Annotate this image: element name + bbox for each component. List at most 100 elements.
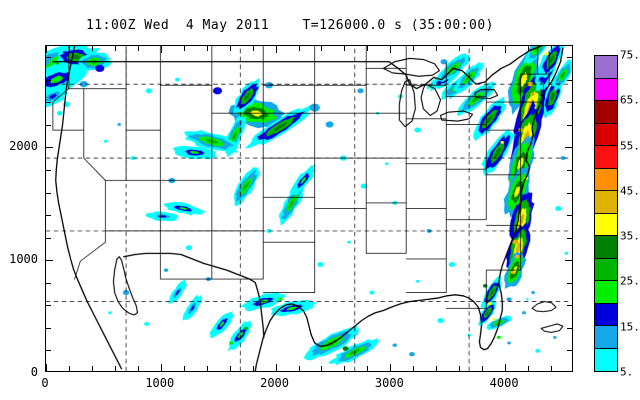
axis-tick [344, 46, 346, 51]
colorbar-label: 55. [620, 139, 640, 153]
axis-tick [275, 364, 277, 371]
axis-tick [482, 366, 484, 371]
colorbar-band [595, 146, 617, 169]
axis-tick [252, 366, 254, 371]
axis-tick [567, 327, 572, 329]
axis-tick [46, 102, 51, 104]
axis-tick [413, 46, 415, 51]
axis-tick [46, 237, 51, 239]
axis-tick [436, 46, 438, 51]
axis-tick [206, 366, 208, 371]
axis-tick [567, 192, 572, 194]
colorbar-band [595, 56, 617, 79]
colorbar-band [595, 123, 617, 146]
colorbar-label: 75. [620, 48, 640, 62]
axis-tick [567, 215, 572, 217]
axis-tick [46, 147, 53, 149]
axis-tick [91, 46, 93, 51]
axis-tick [565, 147, 572, 149]
x-axis-label: 1000 [145, 376, 175, 390]
colorbar-band [595, 236, 617, 259]
colorbar-label: 65. [620, 93, 640, 107]
colorbar-band [595, 258, 617, 281]
axis-tick [367, 46, 369, 51]
colorbar-band [595, 303, 617, 326]
axis-tick [567, 79, 572, 81]
y-axis-label: 1000 [9, 252, 38, 267]
axis-tick [413, 366, 415, 371]
colorbar-band [595, 348, 617, 371]
axis-tick [565, 260, 572, 262]
axis-tick [298, 46, 300, 51]
axis-tick [252, 46, 254, 51]
axis-tick [91, 366, 93, 371]
axis-tick [390, 46, 392, 53]
axis-tick [46, 192, 51, 194]
axis-tick [482, 46, 484, 51]
colorbar [594, 55, 618, 372]
axis-tick [344, 366, 346, 371]
axis-tick [46, 327, 51, 329]
axis-tick [567, 57, 572, 59]
axis-tick [229, 366, 231, 371]
axis-tick [275, 46, 277, 53]
axis-tick [46, 57, 51, 59]
x-axis-label: 2000 [260, 376, 290, 390]
axis-tick [160, 364, 162, 371]
map-plot-area [45, 45, 573, 372]
x-axis-label: 3000 [374, 376, 404, 390]
colorbar-band [595, 326, 617, 349]
colorbar-label: 5. [620, 365, 634, 379]
axis-tick [229, 46, 231, 51]
axis-tick [46, 282, 51, 284]
colorbar-label: 35. [620, 229, 640, 243]
axis-tick [567, 102, 572, 104]
axis-tick [367, 366, 369, 371]
colorbar-label: 45. [620, 184, 640, 198]
x-axis-label: 0 [41, 376, 49, 390]
axis-tick [567, 124, 572, 126]
reflectivity-field [46, 46, 572, 371]
axis-tick [46, 46, 47, 53]
axis-tick [137, 366, 139, 371]
axis-tick [390, 364, 392, 371]
axis-tick [298, 366, 300, 371]
axis-tick [459, 366, 461, 371]
axis-tick [160, 46, 162, 53]
axis-tick [321, 366, 323, 371]
colorbar-band [595, 213, 617, 236]
colorbar-band [595, 168, 617, 191]
chart-title: 11:00Z Wed 4 May 2011 T=126000.0 s (35:0… [85, 18, 494, 33]
axis-tick [567, 170, 572, 172]
axis-tick [46, 170, 51, 172]
axis-tick [551, 366, 553, 371]
colorbar-label: 15. [620, 320, 640, 334]
colorbar-band [595, 101, 617, 124]
axis-tick [567, 305, 572, 307]
axis-tick [505, 364, 507, 371]
y-axis-label: 2000 [9, 139, 38, 154]
axis-tick [46, 79, 51, 81]
axis-tick [46, 305, 51, 307]
axis-tick [436, 366, 438, 371]
axis-tick [46, 215, 51, 217]
axis-tick [321, 46, 323, 51]
x-axis-label: 4000 [489, 376, 519, 390]
axis-tick [459, 46, 461, 51]
axis-tick [505, 46, 507, 53]
colorbar-band [595, 191, 617, 214]
axis-tick [46, 260, 53, 262]
axis-tick [114, 366, 116, 371]
axis-tick [68, 46, 70, 51]
axis-tick [114, 46, 116, 51]
colorbar-band [595, 281, 617, 304]
axis-tick [567, 282, 572, 284]
axis-tick [137, 46, 139, 51]
axis-tick [46, 364, 47, 371]
colorbar-label: 25. [620, 274, 640, 288]
axis-tick [68, 366, 70, 371]
y-axis-label: 0 [30, 365, 38, 379]
axis-tick [46, 124, 51, 126]
axis-tick [183, 46, 185, 51]
axis-tick [46, 350, 51, 352]
